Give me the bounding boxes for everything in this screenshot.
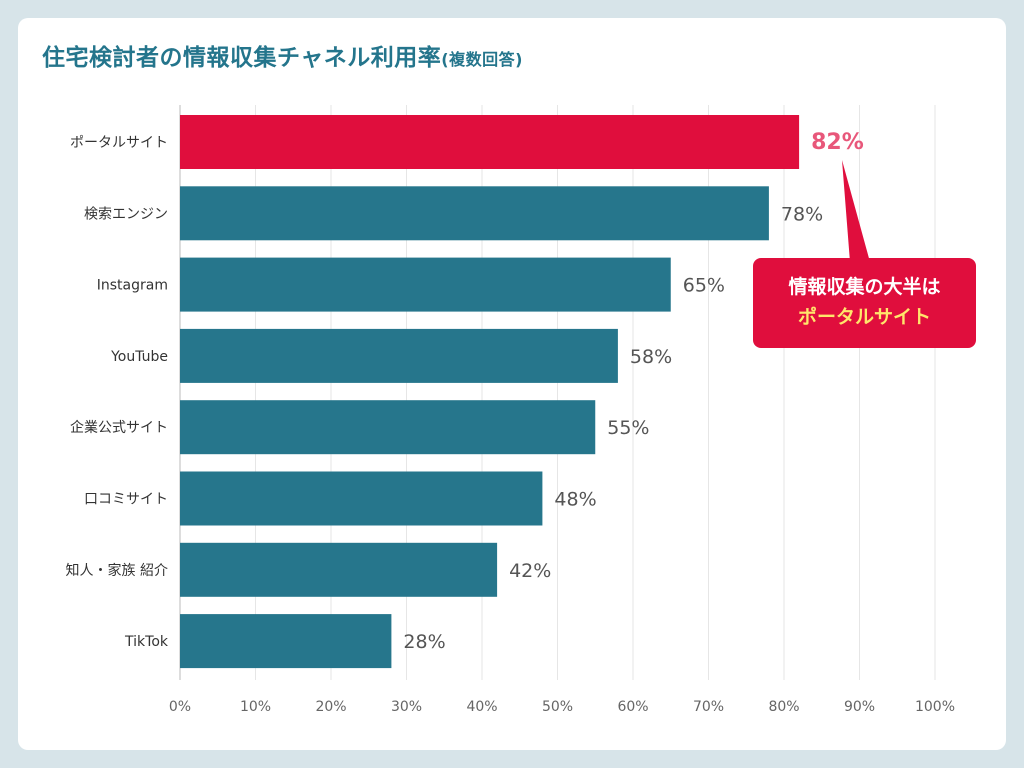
data-label: 58% <box>630 346 672 368</box>
title-text: 住宅検討者の情報収集チャネル利用率 <box>42 45 442 71</box>
x-tick-label: 80% <box>768 699 799 715</box>
data-label: 28% <box>403 631 445 653</box>
y-category-label: ポータルサイト <box>70 135 168 151</box>
x-tick-label: 50% <box>542 699 573 715</box>
bar <box>180 115 800 169</box>
chart-title: 住宅検討者の情報収集チャネル利用率(複数回答) <box>42 38 523 72</box>
x-tick-label: 40% <box>466 699 497 715</box>
annotation-callout: 情報収集の大半は ポータルサイト <box>753 258 976 348</box>
y-category-label: TikTok <box>124 634 169 650</box>
x-tick-label: 10% <box>240 699 271 715</box>
data-label: 65% <box>683 275 725 297</box>
x-tick-label: 30% <box>391 699 422 715</box>
bar <box>180 400 596 455</box>
y-category-label: Instagram <box>97 278 168 294</box>
y-category-label: YouTube <box>110 349 168 365</box>
bar <box>180 471 543 526</box>
x-tick-label: 20% <box>315 699 346 715</box>
bar <box>180 614 392 669</box>
x-tick-label: 90% <box>844 699 875 715</box>
bar <box>180 328 618 383</box>
y-category-label: 口コミサイト <box>84 492 168 508</box>
bar <box>180 257 671 312</box>
data-label: 48% <box>554 489 596 511</box>
x-tick-label: 100% <box>915 699 955 715</box>
x-tick-label: 60% <box>617 699 648 715</box>
data-label: 42% <box>509 560 551 582</box>
y-category-label: 企業公式サイト <box>70 419 168 436</box>
bar <box>180 542 498 597</box>
data-label: 82% <box>811 130 864 155</box>
bar <box>180 186 769 241</box>
annotation-line2: ポータルサイト <box>797 306 931 328</box>
data-label: 78% <box>781 203 823 225</box>
x-tick-label: 0% <box>169 699 191 715</box>
annotation-line1: 情報収集の大半は <box>788 276 941 298</box>
y-category-label: 知人・家族 紹介 <box>66 562 168 579</box>
data-label: 55% <box>607 417 649 439</box>
subtitle-text: (複数回答) <box>441 50 523 69</box>
y-category-label: 検索エンジン <box>84 205 168 222</box>
callout-pointer <box>842 160 870 262</box>
x-tick-label: 70% <box>693 699 724 715</box>
